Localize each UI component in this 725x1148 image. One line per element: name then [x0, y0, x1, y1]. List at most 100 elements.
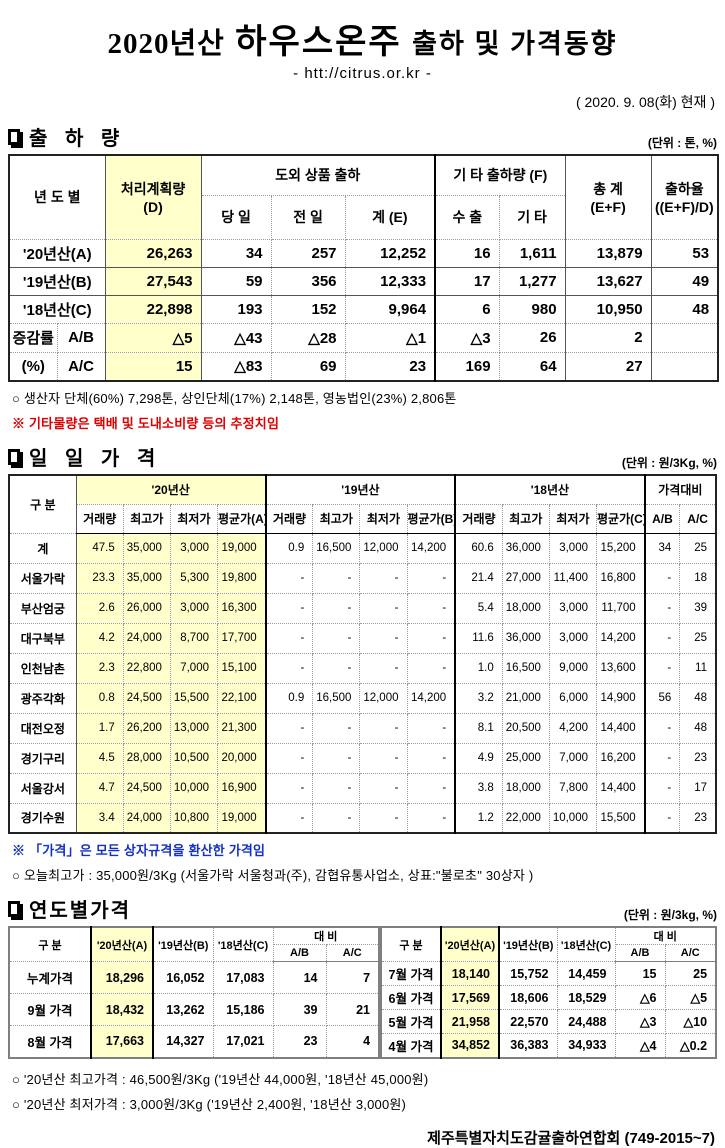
- ratio-ac: 23: [679, 742, 717, 774]
- y18-qty: 11.6: [454, 622, 503, 654]
- total-value: 13,879: [564, 238, 652, 268]
- y19-avg: -: [406, 802, 456, 834]
- y20-low: 7,000: [169, 652, 219, 684]
- col-qty-header: 거래량: [75, 503, 124, 534]
- y19-high: -: [312, 622, 361, 654]
- y20-high: 24,500: [122, 682, 171, 714]
- ratio-ac: 17: [679, 772, 717, 804]
- daily-row: 서울강서 4.7 24,500 10,000 16,900 - - - - 3.…: [8, 772, 717, 804]
- col-ac-header: A/C: [664, 944, 717, 962]
- ratio-ac-value: 21: [325, 993, 380, 1026]
- y19-qty: -: [264, 592, 314, 624]
- y18-qty: 60.6: [454, 532, 503, 564]
- sum-value: 9,964: [344, 294, 436, 324]
- plan-change: △5: [104, 322, 202, 353]
- y19-avg: 14,200: [406, 532, 456, 564]
- y18-low: 7,800: [548, 772, 598, 804]
- col-today-header: 당 일: [200, 194, 272, 240]
- etc-value: 980: [498, 294, 566, 324]
- y20-avg: 15,100: [216, 652, 267, 684]
- change-sub-label: A/B: [56, 322, 106, 353]
- shipment-header-row2: 당 일 전 일 계 (E) 수 출 기 타: [9, 194, 718, 240]
- y18-high: 27,000: [501, 562, 550, 594]
- today-value: 34: [200, 238, 272, 268]
- y18-avg: 14,400: [595, 772, 646, 804]
- col-plan-header: 처리계획량 (D): [104, 154, 202, 240]
- y20-low: 10,800: [169, 802, 219, 834]
- group-y18-header: '18년산: [454, 474, 646, 505]
- y18-qty: 5.4: [454, 592, 503, 624]
- section-yearly-header: 연도별가격 (단위 : 원/3kg, %): [8, 894, 717, 923]
- plan-value: 26,263: [104, 238, 202, 268]
- y19-qty: 0.9: [264, 682, 314, 714]
- prev-change: △28: [270, 322, 346, 353]
- y20-high: 24,000: [122, 802, 171, 834]
- y18-value: 18,529: [556, 985, 616, 1010]
- y19-qty: 0.9: [264, 532, 314, 564]
- y19-high: -: [312, 562, 361, 594]
- etc-change: 26: [498, 322, 566, 353]
- col-rate-line1: 출하율: [664, 181, 704, 198]
- y19-low: 12,000: [359, 532, 408, 564]
- ratio-ab: -: [643, 622, 681, 654]
- y19-high: 16,500: [312, 682, 361, 714]
- y18-high: 36,000: [501, 622, 550, 654]
- y19-avg: -: [406, 772, 456, 804]
- col-avg-header: 평균가(C): [595, 503, 646, 534]
- region-label: 인천남촌: [8, 652, 77, 684]
- y18-qty: 4.9: [454, 742, 503, 774]
- y20-high: 22,800: [122, 652, 171, 684]
- y18-value: 17,083: [212, 961, 274, 994]
- col-y19-header: '19년산(B): [152, 926, 214, 962]
- prev-value: 257: [270, 238, 346, 268]
- page-title: 2020년산 하우스온주 출하 및 가격동향: [8, 14, 717, 63]
- plan-change: 15: [104, 351, 202, 382]
- section-daily-title-text: 일 일 가 격: [29, 448, 162, 470]
- y18-avg: 14,400: [595, 712, 646, 744]
- daily-price-table: 구 분 '20년산 '19년산 '18년산 가격대비 거래량 최고가 최저가 평…: [8, 474, 717, 834]
- col-low-header: 최저가: [169, 503, 219, 534]
- y20-avg: 16,300: [216, 592, 267, 624]
- y18-low: 7,000: [548, 742, 598, 774]
- y19-low: -: [359, 592, 408, 624]
- ratio-ab: -: [643, 742, 681, 774]
- region-label: 경기구리: [8, 742, 77, 774]
- plan-value: 22,898: [104, 294, 202, 324]
- daily-note-highest: ○ 오늘최고가 : 35,000원/3Kg (서울가락 서울청과(주), 감협유…: [12, 868, 534, 883]
- y20-low: 10,000: [169, 772, 219, 804]
- etc-value: 1,611: [498, 238, 566, 268]
- col-qty-header: 거래량: [264, 503, 314, 534]
- title-year: 2020년산: [107, 28, 225, 60]
- rate-value: 48: [650, 294, 719, 324]
- yearly-row: 5월 가격 21,958 22,570 24,488 △3 △10: [380, 1009, 717, 1034]
- col-y20-header: '20년산(A): [440, 926, 501, 962]
- y18-high: 16,500: [501, 652, 550, 684]
- y20-low: 10,500: [169, 742, 219, 774]
- sum-value: 12,252: [344, 238, 436, 268]
- ratio-ab: -: [643, 802, 681, 834]
- site-url: - htt://citrus.or.kr -: [293, 65, 432, 82]
- section-daily-header: 일 일 가 격 (단위 : 원/3Kg, %): [8, 442, 717, 471]
- y19-low: -: [359, 712, 408, 744]
- col-total-header: 총 계 (E+F): [564, 154, 652, 240]
- y20-avg: 20,000: [216, 742, 267, 774]
- group-y20-header: '20년산: [75, 474, 267, 505]
- ratio-ab-value: △6: [614, 985, 666, 1010]
- ratio-ac: 18: [679, 562, 717, 594]
- col-plan-line1: 처리계획량: [120, 181, 186, 198]
- y20-low: 15,500: [169, 682, 219, 714]
- y18-avg: 14,200: [595, 622, 646, 654]
- yearly-row: 9월 가격 18,432 13,262 15,186 39 21: [8, 993, 380, 1026]
- period-label: 9월 가격: [8, 993, 92, 1026]
- y20-avg: 17,700: [216, 622, 267, 654]
- y20-high: 24,000: [122, 622, 171, 654]
- period-label: 누계가격: [8, 961, 92, 994]
- shipment-header-row1: 년 도 별 처리계획량 (D) 도외 상품 출하 기 타 출하량 (F) 총 계…: [8, 154, 719, 240]
- y19-value: 15,752: [498, 961, 558, 986]
- col-label-header: 구 분: [380, 926, 442, 962]
- region-label: 계: [8, 532, 77, 564]
- period-label: 7월 가격: [380, 961, 442, 986]
- y20-avg: 19,000: [216, 802, 267, 834]
- ratio-ac: 48: [679, 682, 717, 714]
- ratio-ac: 48: [679, 712, 717, 744]
